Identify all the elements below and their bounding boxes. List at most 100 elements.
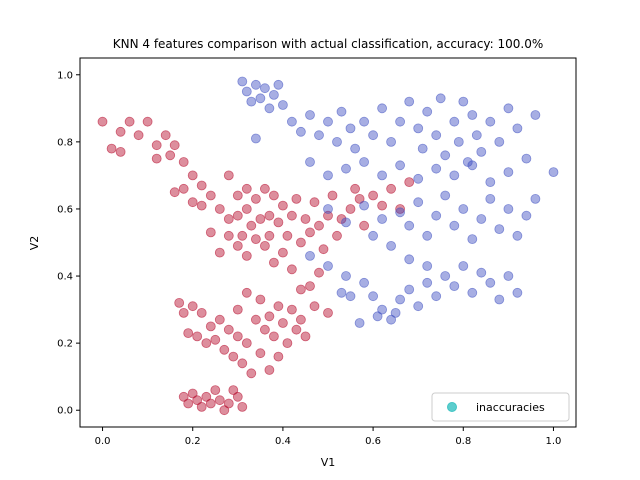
point-class_a-35	[250, 234, 261, 245]
point-class_a-68	[404, 177, 415, 188]
point-class_a-23	[223, 170, 234, 181]
point-class_a-38	[259, 240, 270, 251]
x-tick-label-2: 0.4	[275, 436, 291, 447]
point-class_a-66	[386, 183, 397, 194]
point-class_b-66	[413, 197, 424, 208]
point-class_a-113	[201, 391, 212, 402]
point-class_a-110	[187, 388, 198, 399]
x-tick-label-1: 0.2	[185, 436, 201, 447]
point-class_b-42	[512, 123, 523, 134]
point-class_b-37	[471, 130, 482, 141]
point-class_b-4	[255, 93, 266, 104]
legend-box	[431, 392, 570, 422]
point-class_b-47	[323, 170, 333, 181]
point-class_a-41	[268, 190, 279, 201]
point-class_b-5	[259, 83, 270, 94]
point-class_b-31	[440, 150, 451, 161]
point-class_a-31	[241, 204, 252, 214]
points-layer	[97, 76, 559, 416]
point-class_b-79	[530, 193, 541, 204]
point-class_b-90	[422, 277, 433, 288]
point-class_a-1	[106, 143, 117, 154]
point-class_a-81	[205, 321, 216, 332]
point-class_a-26	[232, 190, 243, 201]
point-class_b-6	[264, 103, 275, 114]
point-class_b-59	[341, 217, 351, 228]
point-class_b-102	[372, 311, 383, 322]
point-class_b-95	[467, 287, 478, 298]
point-class_b-50	[377, 170, 388, 181]
point-class_b-0	[237, 76, 248, 87]
point-class_a-115	[210, 385, 221, 396]
y-tick-label-3: 0.6	[57, 204, 73, 215]
point-class_a-65	[377, 200, 388, 211]
point-class_a-27	[232, 210, 243, 221]
point-class_a-121	[237, 401, 248, 412]
point-class_b-69	[440, 190, 451, 201]
point-class_a-94	[255, 294, 266, 305]
point-class_a-22	[214, 247, 225, 258]
point-class_b-57	[503, 167, 514, 178]
point-class_b-18	[345, 123, 356, 134]
point-class_a-21	[214, 204, 225, 214]
point-class_a-10	[165, 150, 176, 161]
point-class_a-7	[151, 140, 162, 151]
point-class_b-7	[268, 90, 279, 100]
point-class_a-73	[323, 307, 333, 318]
point-class_a-13	[178, 157, 189, 167]
point-class_a-82	[210, 334, 221, 345]
point-class_a-42	[268, 257, 279, 268]
point-class_b-28	[422, 106, 433, 117]
point-class_b-61	[368, 230, 379, 241]
point-class_b-30	[435, 93, 446, 104]
point-class_b-87	[395, 294, 406, 305]
point-class_b-83	[359, 277, 370, 288]
point-class_b-62	[377, 214, 388, 224]
point-class_b-44	[530, 110, 541, 120]
point-class_b-65	[404, 220, 415, 231]
point-class_a-80	[201, 338, 212, 349]
point-class_b-93	[449, 281, 460, 292]
point-class_a-64	[368, 190, 379, 201]
point-class_a-95	[255, 348, 266, 359]
point-class_b-100	[512, 287, 523, 298]
point-class_a-55	[318, 244, 329, 255]
point-class_b-103	[390, 307, 401, 318]
point-class_b-56	[485, 177, 496, 188]
point-class_a-70	[305, 281, 315, 292]
x-axis-label: V1	[321, 456, 336, 469]
point-class_a-62	[354, 193, 365, 204]
point-class_b-97	[485, 277, 496, 288]
point-class_b-8	[273, 79, 284, 90]
point-class_a-111	[192, 395, 203, 406]
point-class_a-120	[232, 391, 243, 402]
point-class_b-15	[323, 116, 333, 127]
point-class_a-4	[124, 116, 135, 127]
y-tick-label-1: 0.2	[57, 339, 73, 350]
point-class_a-15	[187, 170, 198, 181]
point-class_a-101	[273, 351, 284, 362]
point-class_a-44	[277, 200, 288, 211]
x-tick-label-4: 0.8	[455, 436, 471, 447]
point-class_a-50	[295, 237, 306, 248]
point-class_b-86	[386, 314, 397, 325]
point-class_b-68	[431, 210, 442, 221]
point-class_b-64	[395, 207, 406, 218]
point-class_a-17	[196, 180, 207, 191]
point-class_a-56	[323, 210, 333, 221]
point-class_a-43	[273, 217, 284, 228]
point-class_a-37	[259, 183, 270, 194]
point-class_a-0	[97, 116, 108, 127]
point-class_a-45	[277, 247, 288, 258]
point-class_a-52	[305, 227, 315, 238]
point-class_b-40	[494, 136, 505, 147]
point-class_a-107	[300, 331, 311, 342]
point-class_a-72	[309, 301, 320, 312]
point-class_b-9	[277, 100, 288, 110]
point-class_a-33	[246, 220, 257, 231]
point-class_a-30	[241, 183, 252, 194]
point-class_b-53	[431, 163, 442, 174]
point-class_b-71	[458, 204, 469, 214]
point-class_b-55	[467, 160, 478, 171]
point-class_a-74	[174, 297, 185, 308]
